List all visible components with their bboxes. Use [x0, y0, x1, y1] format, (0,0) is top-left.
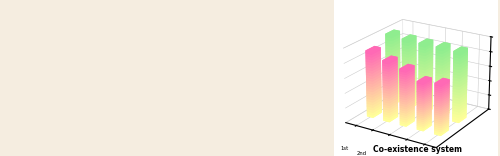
Text: Co-existence system: Co-existence system [373, 145, 462, 154]
